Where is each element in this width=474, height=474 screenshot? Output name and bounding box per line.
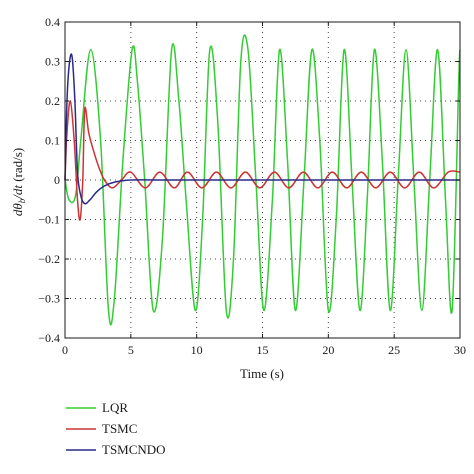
- y-axis-label-unit: (rad/s): [10, 148, 25, 185]
- y-axis-label: dθb/dt (rad/s): [10, 148, 27, 216]
- y-tick-label: 0.3: [45, 55, 60, 69]
- legend-label-tsmc: TSMC: [102, 421, 137, 436]
- x-tick-label: 30: [454, 343, 466, 357]
- y-tick-label: −0.2: [38, 252, 60, 266]
- series-line-lqr: [64, 34, 461, 326]
- series-line-tsmc: [64, 100, 461, 221]
- y-axis-label-sub: b: [17, 198, 27, 203]
- y-tick-label: −0.3: [38, 292, 60, 306]
- y-tick-label: 0.4: [45, 15, 60, 29]
- x-tick-label: 20: [322, 343, 334, 357]
- y-tick-label: −0.1: [38, 213, 60, 227]
- series-line-tsmcndo: [64, 53, 460, 205]
- x-axis-label: Time (s): [240, 366, 284, 381]
- series-lines: [64, 34, 461, 326]
- x-tick-label: 25: [388, 343, 400, 357]
- legend-label-tsmcndo: TSMCNDO: [102, 442, 166, 457]
- legend-label-lqr: LQR: [102, 400, 128, 415]
- x-tick-label: 5: [128, 343, 134, 357]
- x-tick-label: 15: [257, 343, 269, 357]
- legend: LQR TSMC TSMCNDO: [66, 400, 166, 457]
- axis-ticks: 0 5 10 15 20 25 30 −0.4 −0.3 −0.2 −0.1 0 0.1 0.2 0.3 0.…: [38, 15, 466, 357]
- y-tick-label: 0: [54, 173, 60, 187]
- y-tick-label: 0.2: [45, 94, 60, 108]
- y-axis-label-mid: /dt: [10, 185, 25, 200]
- x-tick-label: 10: [191, 343, 203, 357]
- y-axis-label-lhs: dθ: [10, 203, 25, 217]
- x-tick-label: 0: [62, 343, 68, 357]
- y-tick-label: −0.4: [38, 331, 60, 345]
- y-tick-label: 0.1: [45, 134, 60, 148]
